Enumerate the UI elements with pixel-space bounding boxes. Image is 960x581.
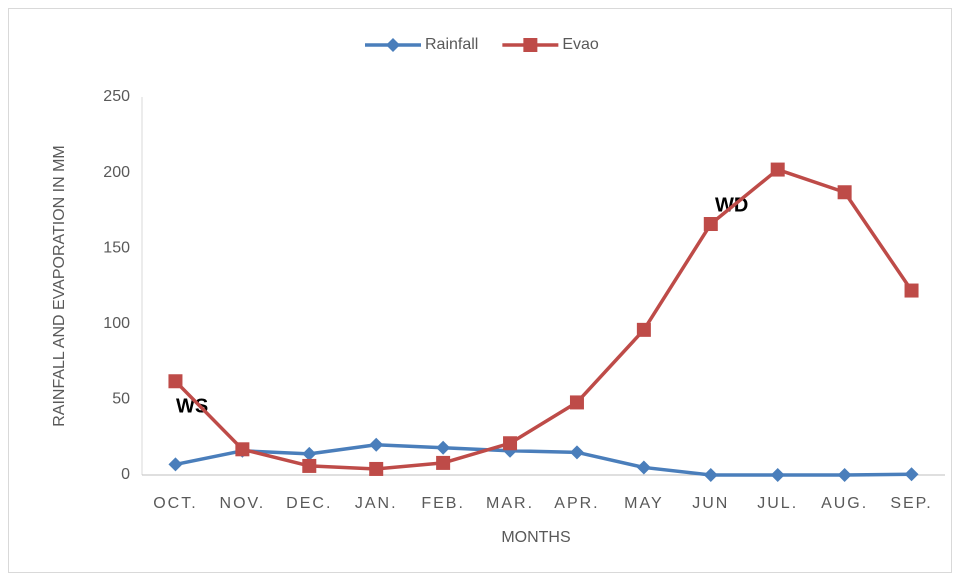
- y-tick-label: 100: [103, 315, 130, 332]
- annotation: WS: [176, 395, 208, 417]
- data-point: [703, 468, 718, 482]
- data-point: [369, 461, 384, 476]
- data-point: [569, 395, 584, 410]
- data-point: [235, 442, 250, 457]
- data-point: [503, 436, 518, 451]
- x-tick-label: NOV.: [220, 495, 266, 512]
- data-point: [168, 374, 183, 389]
- data-point: [904, 467, 919, 482]
- data-point: [168, 457, 183, 472]
- series-line: [175, 443, 912, 477]
- x-tick-label: APR.: [554, 495, 599, 512]
- x-tick-label: JUN: [692, 495, 729, 512]
- data-point: [904, 283, 919, 298]
- data-point: [837, 468, 852, 482]
- data-point: [436, 440, 451, 455]
- legend-marker: [386, 38, 400, 52]
- data-point: [369, 437, 384, 452]
- y-tick-label: 200: [103, 164, 130, 181]
- data-point: [703, 217, 718, 232]
- x-tick-label: DEC.: [286, 495, 332, 512]
- data-point: [837, 185, 852, 200]
- data-point: [770, 468, 785, 482]
- data-point: [636, 460, 651, 475]
- x-tick-label: SEP.: [890, 495, 932, 512]
- chart-frame: [8, 8, 952, 573]
- y-axis-title: RAINFALL AND EVAPORATION IN MM: [51, 145, 68, 427]
- data-point: [302, 458, 317, 473]
- x-tick-label: MAY: [624, 495, 663, 512]
- x-tick-label: OCT.: [153, 495, 197, 512]
- y-tick-label: 0: [121, 466, 130, 483]
- y-tick-label: 50: [112, 391, 130, 408]
- legend-label: Rainfall: [425, 36, 478, 53]
- legend-label: Evao: [562, 36, 599, 53]
- x-tick-label: MAR.: [486, 495, 534, 512]
- data-point: [569, 445, 584, 460]
- x-tick-label: JAN.: [355, 495, 398, 512]
- x-tick-label: FEB.: [421, 495, 465, 512]
- y-tick-label: 250: [103, 88, 130, 105]
- legend-marker: [523, 38, 538, 52]
- x-axis-title: MONTHS: [501, 529, 570, 546]
- series-line: [174, 167, 913, 471]
- data-point: [770, 162, 785, 177]
- y-tick-label: 150: [103, 239, 130, 256]
- data-point: [436, 455, 451, 470]
- data-point: [636, 322, 651, 337]
- x-tick-label: JUL.: [757, 495, 798, 512]
- x-tick-label: AUG.: [821, 495, 868, 512]
- data-point: [302, 446, 317, 461]
